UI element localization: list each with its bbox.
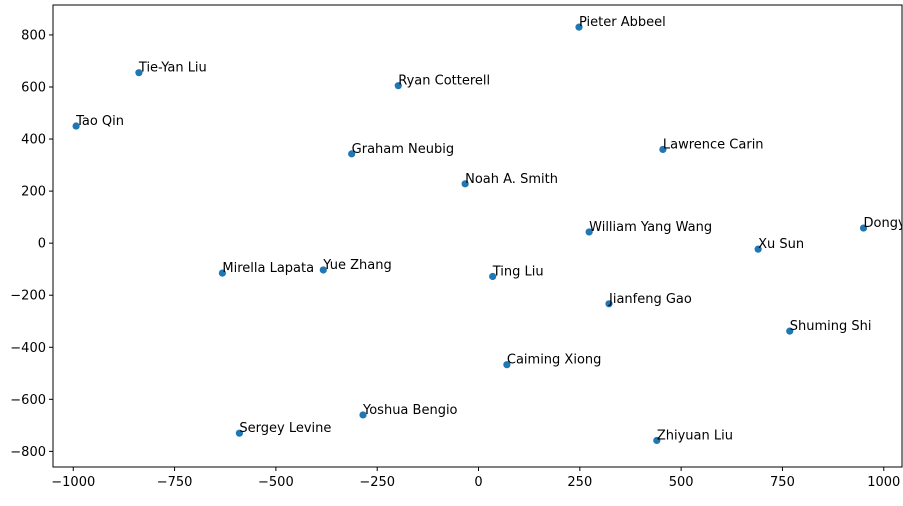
point-label: Ting Liu [492, 264, 544, 279]
scatter-point [754, 245, 762, 253]
scatter-point [489, 272, 497, 281]
point-label: Tie-Yan Liu [138, 61, 207, 76]
point-label: Graham Neubig [352, 142, 454, 157]
y-tick-label: −200 [10, 289, 46, 304]
plot-frame [52, 4, 903, 468]
point-label: Jianfeng Gao [608, 292, 692, 307]
y-tick-label: 0 [38, 237, 46, 252]
points-layer [72, 23, 868, 445]
x-tick-label: −750 [157, 475, 193, 490]
scatter-point [359, 411, 367, 419]
y-tick-label: −400 [10, 341, 46, 356]
x-tick-label: 500 [669, 475, 694, 490]
scatter-point [859, 224, 868, 232]
scatter-point [348, 150, 356, 158]
point-label: Lawrence Carin [663, 137, 764, 152]
x-tick-label: 250 [567, 475, 592, 490]
x-axis: −1000 −750 −500 −250 0 250 500 750 1000 [51, 467, 900, 490]
point-label: William Yang Wang [589, 220, 712, 235]
point-label: Tao Qin [75, 114, 124, 129]
scatter-point [235, 429, 244, 437]
scatter-point [72, 122, 80, 130]
x-tick-label: −250 [359, 475, 395, 490]
point-label: Mirella Lapata [222, 261, 314, 276]
point-label: Noah A. Smith [465, 172, 558, 187]
point-label: Yue Zhang [322, 258, 391, 273]
scatter-point [786, 327, 794, 335]
y-tick-label: 400 [21, 133, 46, 148]
y-tick-label: 200 [21, 185, 46, 200]
scatter-point [319, 266, 327, 274]
scatter-point [394, 82, 402, 90]
point-label: Caiming Xiong [507, 353, 602, 368]
scatter-point [461, 180, 469, 188]
labels-layer: Pieter Abbeel Tie-Yan Liu Ryan Cotterell Ta… [75, 15, 903, 443]
point-label: Pieter Abbeel [579, 15, 666, 30]
y-tick-label: 600 [21, 80, 46, 95]
scatter-point [653, 436, 661, 445]
y-tick-label: 800 [21, 28, 46, 43]
point-label: Xu Sun [758, 237, 804, 252]
scatter-point [503, 361, 511, 369]
y-axis: −800 −600 −400 −200 0 200 400 600 800 [10, 28, 53, 460]
scatter-point [575, 23, 583, 31]
point-label: Ryan Cotterell [398, 74, 490, 89]
scatter-point [585, 228, 593, 236]
point-label: Dongyan Zhao [864, 216, 903, 231]
x-tick-label: 750 [770, 475, 795, 490]
scatter-point [659, 145, 667, 154]
point-label: Yoshua Bengio [362, 403, 458, 418]
point-label: Zhiyuan Liu [657, 428, 733, 443]
y-tick-label: −600 [10, 393, 46, 408]
y-tick-label: −800 [10, 445, 46, 460]
point-label: Shuming Shi [790, 319, 872, 334]
scatter-point [135, 69, 143, 77]
x-tick-label: 0 [474, 475, 482, 490]
x-tick-label: −1000 [51, 475, 95, 490]
scatter-point [605, 300, 613, 308]
x-tick-label: 1000 [867, 475, 900, 490]
point-label: Sergey Levine [239, 421, 331, 436]
scatter-point [218, 269, 226, 277]
x-tick-label: −500 [258, 475, 294, 490]
plot-area [52, 4, 903, 468]
